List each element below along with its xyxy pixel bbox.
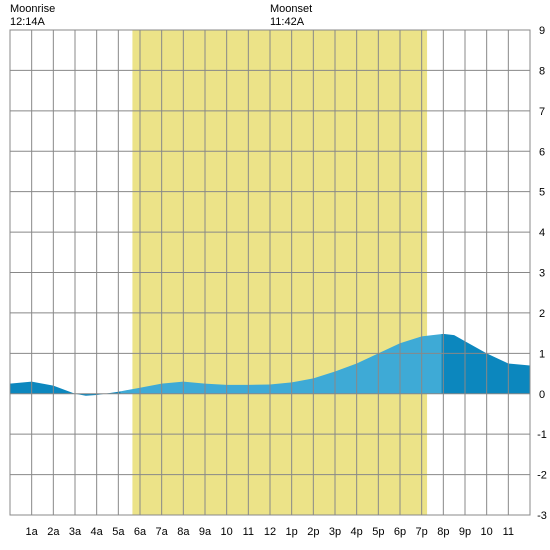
x-tick: 9p: [459, 526, 471, 538]
x-tick: 10: [481, 526, 493, 538]
x-tick: 10: [221, 526, 233, 538]
y-tick: 8: [539, 65, 545, 77]
x-tick: 2p: [307, 526, 319, 538]
y-tick: 0: [539, 389, 545, 401]
y-tick: 5: [539, 187, 545, 199]
x-tick: 12: [264, 526, 276, 538]
x-tick: 5p: [372, 526, 384, 538]
x-tick: 3p: [329, 526, 341, 538]
x-tick: 6p: [394, 526, 406, 538]
y-tick: -1: [537, 429, 547, 441]
x-tick: 6a: [134, 526, 147, 538]
y-tick: 4: [539, 227, 545, 239]
x-tick: 8a: [177, 526, 190, 538]
x-tick: 7p: [416, 526, 428, 538]
x-tick: 11: [243, 526, 254, 538]
y-tick: 3: [539, 268, 545, 280]
x-tick: 5a: [112, 526, 125, 538]
moonrise-time: 12:14A: [10, 16, 46, 28]
y-tick: 9: [539, 25, 545, 37]
x-tick: 2a: [47, 526, 60, 538]
x-tick: 1a: [26, 526, 39, 538]
x-tick: 9a: [199, 526, 212, 538]
x-tick: 11: [503, 526, 514, 538]
x-tick: 4p: [351, 526, 363, 538]
y-tick: -2: [537, 470, 547, 482]
moonset-time: 11:42A: [270, 16, 305, 28]
x-tick: 4a: [91, 526, 104, 538]
x-tick: 8p: [437, 526, 449, 538]
x-tick: 1p: [286, 526, 298, 538]
y-tick: 1: [539, 348, 545, 360]
y-tick: 7: [539, 106, 545, 118]
x-tick: 3a: [69, 526, 82, 538]
moonset-label: Moonset: [270, 3, 312, 15]
chart-svg: 1a2a3a4a5a6a7a8a9a1011121p2p3p4p5p6p7p8p…: [0, 0, 550, 550]
y-tick: -3: [537, 510, 547, 522]
y-tick: 2: [539, 308, 545, 320]
x-tick: 7a: [156, 526, 169, 538]
tide-chart: 1a2a3a4a5a6a7a8a9a1011121p2p3p4p5p6p7p8p…: [0, 0, 550, 550]
moonrise-label: Moonrise: [10, 3, 55, 15]
y-tick: 6: [539, 146, 545, 158]
